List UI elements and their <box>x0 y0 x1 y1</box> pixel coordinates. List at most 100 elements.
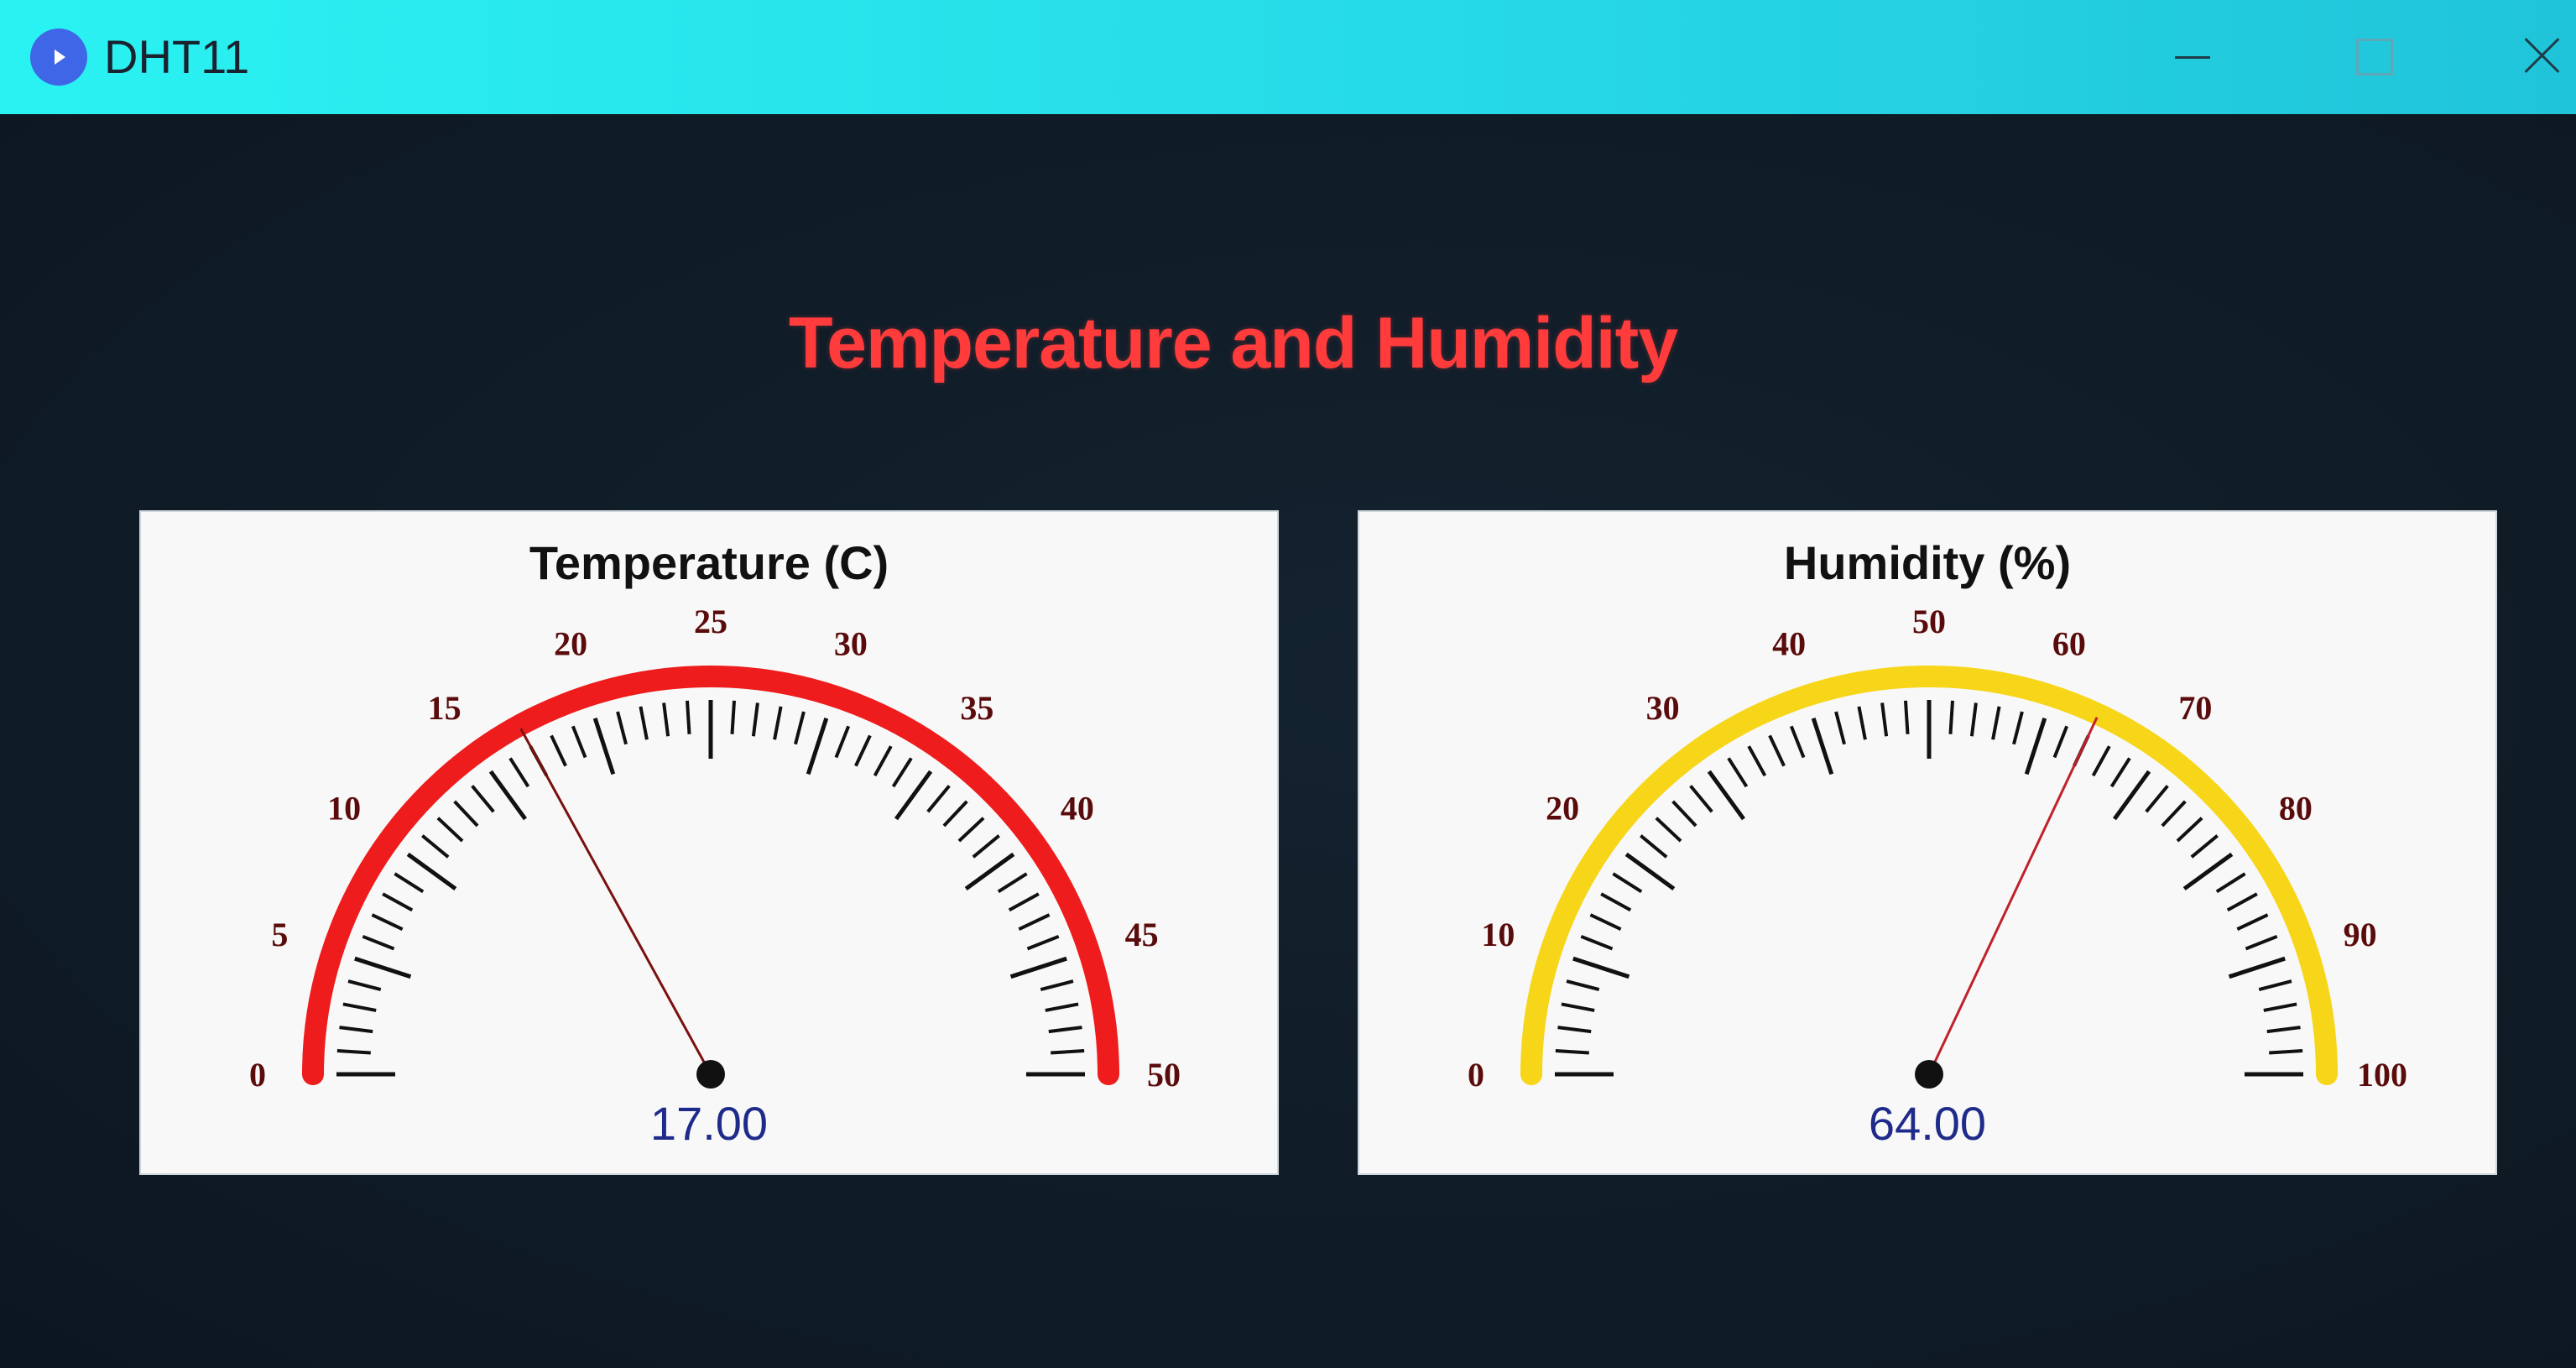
minor-tick <box>639 706 649 740</box>
gauge-arc <box>1520 666 2338 1085</box>
scale-label: 100 <box>2357 1056 2407 1094</box>
minor-tick <box>382 892 414 912</box>
minor-tick <box>2012 711 2024 745</box>
temperature-gauge: 0 5 10 15 20 25 30 35 40 45 50 <box>249 603 1181 1094</box>
scale-label: 45 <box>1125 916 1159 953</box>
minor-tick <box>1727 757 1749 788</box>
minor-tick <box>336 1048 371 1055</box>
minor-tick <box>2258 979 2292 991</box>
major-tick <box>894 770 933 821</box>
major-tick <box>1811 718 1834 775</box>
title-bar: DHT11 <box>0 0 2576 114</box>
major-tick <box>488 770 528 821</box>
scale-label: 70 <box>2178 689 2212 727</box>
minor-tick <box>1051 1048 1085 1055</box>
minor-tick <box>1880 702 1889 737</box>
scale-label: 30 <box>1646 689 1680 727</box>
minor-tick <box>1948 700 1955 734</box>
minor-tick <box>2190 834 2219 859</box>
scale-label: 0 <box>1468 1056 1484 1094</box>
scale-label: 50 <box>1147 1056 1181 1094</box>
minor-tick <box>2176 817 2203 843</box>
scale-label: 10 <box>1481 916 1515 953</box>
minor-tick <box>834 725 851 759</box>
minor-tick <box>339 1026 373 1034</box>
minor-tick <box>2269 1048 2303 1055</box>
minor-tick <box>1018 913 1051 931</box>
scale-label: 20 <box>554 624 587 662</box>
minor-tick <box>2263 1002 2297 1012</box>
minor-tick <box>1789 725 1806 759</box>
major-tick <box>1624 852 1676 891</box>
close-icon[interactable] <box>2512 25 2576 89</box>
minor-tick <box>2052 725 2069 759</box>
major-tick <box>1707 770 1746 821</box>
minor-tick <box>1048 1026 1082 1034</box>
major-tick <box>2182 852 2234 891</box>
minor-tick <box>854 734 872 767</box>
minor-tick <box>1689 785 1713 813</box>
needle-hub <box>696 1060 725 1089</box>
main-content: Temperature and Humidity Temperature (C)… <box>0 114 2576 1368</box>
minor-tick <box>508 757 530 788</box>
minor-tick <box>794 711 806 745</box>
minor-tick <box>1561 1002 1595 1012</box>
minor-tick <box>942 800 968 828</box>
scale-label: 40 <box>1061 790 1094 828</box>
minor-tick <box>1600 892 1632 912</box>
minor-tick <box>550 734 567 767</box>
minor-tick <box>436 817 464 843</box>
major-tick <box>2228 956 2286 979</box>
minor-tick <box>1969 702 1978 737</box>
page-title: Temperature and Humidity <box>789 303 1678 384</box>
scale-label: 35 <box>960 689 993 727</box>
gauge-needle <box>519 728 712 1075</box>
gauge-title: Temperature (C) <box>529 536 889 589</box>
minor-tick <box>1580 934 1614 951</box>
maximize-icon[interactable] <box>2341 25 2405 89</box>
minor-tick <box>571 725 587 759</box>
minor-tick <box>1589 913 1622 931</box>
minor-tick <box>1557 1026 1592 1034</box>
minor-tick <box>685 700 691 734</box>
minor-tick <box>1768 734 1786 767</box>
scale-label: 0 <box>249 1056 266 1094</box>
minor-tick <box>2226 892 2258 912</box>
minor-tick <box>2145 785 2169 813</box>
minor-tick <box>1671 800 1697 828</box>
major-tick <box>354 956 412 979</box>
minor-tick <box>1655 817 1682 843</box>
minor-tick <box>1566 979 1600 991</box>
minor-tick <box>1555 1048 1589 1055</box>
gauge-needle <box>1927 717 2099 1075</box>
temperature-gauge-panel: Temperature (C) 0 5 10 15 20 25 30 35 40 45 50 17.… <box>139 510 1279 1175</box>
play-circle-icon <box>30 29 87 86</box>
major-tick <box>964 852 1015 891</box>
gauge-readout: 17.00 <box>649 1097 769 1150</box>
major-tick <box>2024 718 2047 775</box>
humidity-gauge: 0 10 20 30 40 50 60 70 80 90 100 <box>1468 603 2407 1094</box>
gauge-title: Humidity (%) <box>1783 536 2072 589</box>
scale-label: 80 <box>2279 790 2313 828</box>
major-tick <box>1572 956 1630 979</box>
minimize-icon[interactable] <box>2160 25 2224 89</box>
minor-tick <box>2215 872 2246 894</box>
minor-tick <box>997 872 1028 894</box>
scale-label: 15 <box>428 689 461 727</box>
major-tick <box>806 718 829 775</box>
major-tick <box>1009 956 1067 979</box>
scale-label: 5 <box>271 916 288 953</box>
minor-tick <box>891 757 913 788</box>
window-title: DHT11 <box>104 30 250 83</box>
minor-tick <box>873 745 893 777</box>
minor-tick <box>362 934 395 951</box>
minor-tick <box>773 706 783 740</box>
scale-label: 90 <box>2344 916 2377 953</box>
major-tick <box>592 718 616 775</box>
minor-tick <box>394 872 425 894</box>
minor-tick <box>2161 800 2187 828</box>
scale-label: 50 <box>1912 603 1946 640</box>
scale-label: 25 <box>694 603 727 640</box>
minor-tick <box>347 979 382 991</box>
minor-tick <box>616 711 628 745</box>
